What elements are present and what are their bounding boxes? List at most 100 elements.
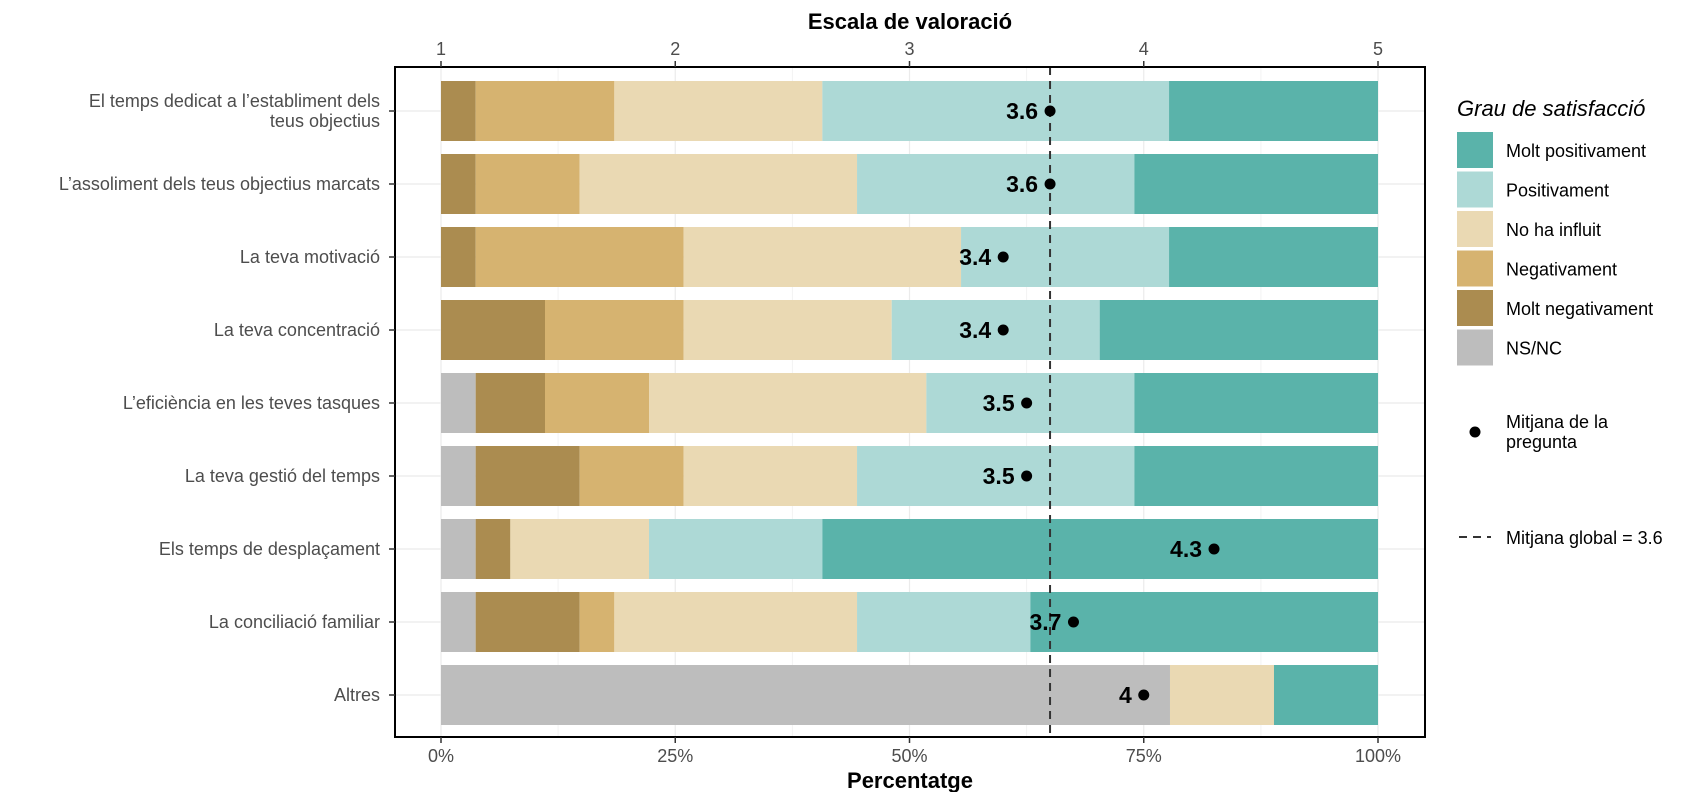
legend-label: Positivament [1506,181,1609,201]
mean-point [1021,397,1033,409]
bar-segment [441,446,476,506]
bar-segment [579,154,858,214]
legend-key [1457,329,1493,366]
legend-key [1457,211,1493,247]
bar-segment [510,519,650,579]
mean-point [1208,543,1220,555]
bar-segment [614,592,858,652]
category-label: L’eficiència en les teves tasques [123,393,380,413]
bar-segment [1169,227,1378,287]
x-tick-label: 75% [1126,746,1162,766]
top-tick-label: 3 [904,39,914,59]
bar-segment [441,665,1170,725]
bar-segment [1169,81,1378,141]
question-means: 3.6 3.6 3.4 3.4 3.5 3.5 4.3 3.7 4 [959,98,1220,708]
bar-segment [1273,665,1378,725]
legend-mean-point [1469,426,1481,438]
bar-segment [475,446,580,506]
bar-segment [441,519,476,579]
bar-segment [683,227,962,287]
mean-label: 3.4 [959,317,991,343]
top-tick-label: 2 [670,39,680,59]
category-label: teus objectius [270,111,380,131]
bar-segment [857,592,1031,652]
legend-mean-label: pregunta [1506,432,1578,452]
mean-label: 3.7 [1029,609,1061,635]
x-tick-label: 25% [657,746,693,766]
mean-point [1138,689,1150,701]
mean-label: 4.3 [1170,536,1202,562]
bar-segment [1169,665,1274,725]
bar-segment [857,154,1135,214]
mean-label: 3.5 [983,390,1015,416]
bar-segment [441,81,476,141]
top-tick-label: 5 [1373,39,1383,59]
bar-segment [545,300,684,360]
mean-point [1044,178,1056,190]
legend-label: Molt negativament [1506,299,1653,319]
mean-point [997,324,1009,336]
bar-segment [441,300,546,360]
bar-segment [475,519,511,579]
mean-point [1067,616,1079,628]
bar-segment [961,227,1170,287]
bar-segment [1030,592,1378,652]
bar-segment [579,592,615,652]
legend-title: Grau de satisfacció [1457,96,1645,121]
bar-segment [1099,300,1378,360]
bar-segment [579,446,684,506]
bar-segment [857,446,1135,506]
mean-label: 4 [1119,682,1132,708]
category-label: Altres [334,685,380,705]
bar-segment [475,81,615,141]
bar-segment [475,592,580,652]
bar-segment [441,592,476,652]
legend-key [1457,171,1493,208]
bar-segment [614,81,823,141]
x-axis-title: Percentatge [847,768,973,792]
bar-segment [683,446,858,506]
bar-segment [475,227,684,287]
legend-key [1457,132,1493,168]
bar-segment [475,373,546,433]
top-tick-label: 4 [1139,39,1149,59]
legend-label: No ha influit [1506,220,1601,240]
category-label: La teva gestió del temps [185,466,380,486]
legend-label: NS/NC [1506,339,1562,359]
category-label: Els temps de desplaçament [159,539,380,559]
x-tick-label: 0% [428,746,454,766]
mean-point [1044,105,1056,117]
bar-segment [475,154,580,214]
legend-key [1457,250,1493,287]
legend-mean-label: Mitjana de la [1506,412,1609,432]
category-label: La teva concentració [214,320,380,340]
bar-segment [891,300,1100,360]
mean-label: 3.5 [983,463,1015,489]
legend: Grau de satisfacció Molt positivament Pos… [1457,96,1663,548]
category-label: L’assoliment dels teus objectius marcats [59,174,380,194]
mean-label: 3.6 [1006,98,1038,124]
bar-segment [1134,154,1378,214]
bars [441,81,1378,725]
bar-segment [649,373,927,433]
top-tick-label: 1 [436,39,446,59]
legend-label: Molt positivament [1506,141,1646,161]
category-label: La conciliació familiar [209,612,380,632]
mean-label: 3.4 [959,244,991,270]
bar-segment [441,373,476,433]
bar-segment [545,373,650,433]
bar-segment [1134,446,1378,506]
x-tick-label: 50% [891,746,927,766]
mean-point [1021,470,1033,482]
bar-segment [683,300,892,360]
x-tick-label: 100% [1355,746,1401,766]
legend-global-label: Mitjana global = 3.6 [1506,528,1663,548]
legend-key [1457,290,1493,326]
top-axis-title: Escala de valoració [808,9,1012,34]
category-label: La teva motivació [240,247,380,267]
bar-segment [649,519,823,579]
category-label: El temps dedicat a l’establiment dels [89,91,380,111]
bar-segment [822,519,1378,579]
legend-label: Negativament [1506,260,1617,280]
